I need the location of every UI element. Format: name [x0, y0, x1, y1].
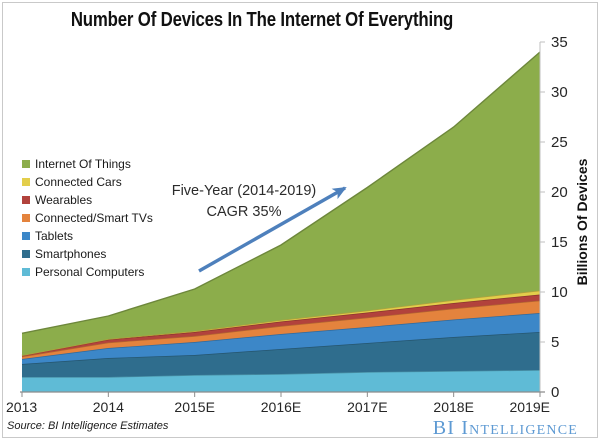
trend-arrow: [198, 186, 347, 273]
area-edge-internet-of-things: [21, 51, 541, 334]
y-tick-label: 20: [551, 184, 568, 201]
legend-item-internet-of-things: Internet Of Things: [22, 155, 153, 173]
legend-swatch-tablets: [22, 232, 30, 240]
chart-title: Number Of Devices In The Internet Of Eve…: [70, 9, 454, 31]
cagr-annotation: Five-Year (2014-2019) CAGR 35%: [144, 181, 344, 223]
x-tick-label-2016e: 2016E: [261, 399, 301, 415]
x-tick-label-2013: 2013: [6, 399, 37, 415]
area-connected-cars: [22, 290, 540, 356]
legend-item-smartphones: Smartphones: [22, 245, 153, 263]
legend-label: Personal Computers: [35, 265, 145, 279]
area-wearables: [22, 294, 540, 357]
y-tick-label: 10: [551, 284, 568, 301]
x-tick-label-2015e: 2015E: [174, 399, 214, 415]
y-tick-label: 30: [551, 84, 568, 101]
area-smartphones: [22, 332, 540, 377]
legend-label: Internet Of Things: [35, 157, 131, 171]
legend-item-connected-cars: Connected Cars: [22, 173, 153, 191]
x-tick-label-2018e: 2018E: [433, 399, 473, 415]
source-note: Source: BI Intelligence Estimates: [7, 420, 169, 432]
x-tick-label-2014: 2014: [93, 399, 124, 415]
legend-label: Connected/Smart TVs: [35, 211, 153, 225]
legend-swatch-internet-of-things: [22, 160, 30, 168]
area-internet-of-things: [22, 52, 540, 356]
legend-item-wearables: Wearables: [22, 191, 153, 209]
area-personal-computers: [22, 370, 540, 392]
cagr-annotation-line1: Five-Year (2014-2019): [171, 183, 317, 199]
y-tick-label: 0: [551, 384, 559, 401]
brand-logo: BI Intelligence: [432, 417, 578, 439]
cagr-annotation-line2: CAGR 35%: [206, 204, 282, 220]
legend: Internet Of Things Connected Cars Wearable…: [22, 155, 153, 281]
legend-item-connected-smart-tvs: Connected/Smart TVs: [22, 209, 153, 227]
legend-swatch-smartphones: [22, 250, 30, 258]
legend-label: Smartphones: [35, 247, 107, 261]
legend-label: Wearables: [35, 193, 93, 207]
x-tick-label-2019e: 2019E: [510, 399, 550, 415]
y-tick-label: 5: [551, 334, 559, 351]
y-tick-label: 35: [551, 34, 568, 51]
legend-label: Connected Cars: [35, 175, 122, 189]
legend-swatch-connected-cars: [22, 178, 30, 186]
y-tick-label: 25: [551, 134, 568, 151]
area-tablets: [22, 313, 540, 364]
y-tick-label: 15: [551, 234, 568, 251]
y-axis-title: Billions Of Devices: [574, 158, 590, 285]
x-tick-label-2017e: 2017E: [347, 399, 387, 415]
legend-label: Tablets: [35, 229, 74, 243]
legend-swatch-connected-smart-tvs: [22, 214, 30, 222]
legend-swatch-wearables: [22, 196, 30, 204]
legend-item-tablets: Tablets: [22, 227, 153, 245]
area-connected-smart-tvs: [22, 300, 540, 359]
legend-item-personal-computers: Personal Computers: [22, 263, 153, 281]
legend-swatch-personal-computers: [22, 268, 30, 276]
